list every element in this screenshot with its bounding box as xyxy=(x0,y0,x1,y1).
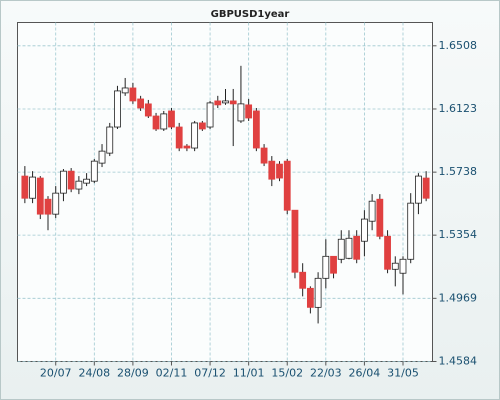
x-tick-label: 24/08 xyxy=(78,367,110,380)
candle-body xyxy=(129,87,137,102)
candle-body xyxy=(106,126,114,154)
candle-body xyxy=(36,177,44,215)
candle-body xyxy=(44,198,52,215)
candle-body xyxy=(121,87,129,94)
candle-body xyxy=(90,160,98,182)
candle-body xyxy=(137,98,145,109)
candle-body xyxy=(345,237,353,259)
candle-body xyxy=(183,145,191,149)
candle-body xyxy=(144,103,152,117)
candle-body xyxy=(60,170,67,194)
candle-body xyxy=(237,103,245,122)
candle-body xyxy=(314,277,322,308)
candle-body xyxy=(21,175,29,199)
x-tick-label: 07/12 xyxy=(194,367,226,380)
y-tick-label: 1.4584 xyxy=(439,355,478,368)
candle-body xyxy=(160,113,168,130)
candle-body xyxy=(330,255,337,274)
x-tick-label: 26/04 xyxy=(349,367,381,380)
candle-body xyxy=(83,178,90,184)
y-tick-label: 1.6123 xyxy=(439,102,478,115)
candle-body xyxy=(368,200,376,222)
candle-body xyxy=(422,177,430,199)
candle-body xyxy=(29,176,36,199)
candle-body xyxy=(415,175,422,204)
x-tick-label: 31/05 xyxy=(387,367,419,380)
x-tick-label: 11/01 xyxy=(233,367,265,380)
candle-body xyxy=(407,202,415,260)
candle-body xyxy=(52,192,60,215)
candle-body xyxy=(268,160,276,180)
candle-body xyxy=(322,255,330,279)
x-tick-label: 02/11 xyxy=(156,367,188,380)
x-tick-label: 20/07 xyxy=(40,367,72,380)
candle-body xyxy=(353,235,361,260)
candle-body xyxy=(175,126,183,149)
candle-body xyxy=(198,122,206,130)
candle-body xyxy=(114,90,121,128)
candle-body xyxy=(229,100,237,105)
candle-body xyxy=(75,180,83,190)
candle-body xyxy=(337,238,345,260)
candle-body xyxy=(260,147,268,164)
candle-body xyxy=(361,218,368,242)
candle-body xyxy=(276,163,283,179)
x-tick-label: 28/09 xyxy=(117,367,149,380)
candle-body xyxy=(191,122,199,149)
y-tick-label: 1.5354 xyxy=(439,228,478,241)
x-tick-label: 22/03 xyxy=(310,367,342,380)
candle-body xyxy=(384,235,391,270)
plot-area xyxy=(17,22,433,362)
candle-body xyxy=(306,287,314,308)
candle-body xyxy=(245,104,253,119)
y-tick-label: 1.6508 xyxy=(439,39,478,52)
y-tick-label: 1.4969 xyxy=(439,291,478,304)
candle-body xyxy=(98,150,106,164)
candle-body xyxy=(214,100,222,106)
candle-body xyxy=(252,110,260,149)
candle-body xyxy=(291,209,299,273)
candle-body xyxy=(222,100,229,104)
candle-body xyxy=(376,198,384,237)
candle-body xyxy=(399,258,407,274)
candle-body xyxy=(152,115,160,130)
candle-body xyxy=(168,110,175,128)
candle-body xyxy=(283,160,291,211)
candle-body xyxy=(206,102,214,128)
candle-body xyxy=(67,170,75,190)
chart-title: GBPUSD1year xyxy=(211,9,290,20)
candle-body xyxy=(391,262,399,270)
y-tick-label: 1.5738 xyxy=(439,165,478,178)
x-tick-label: 15/02 xyxy=(271,367,303,380)
candle-body xyxy=(299,271,307,289)
